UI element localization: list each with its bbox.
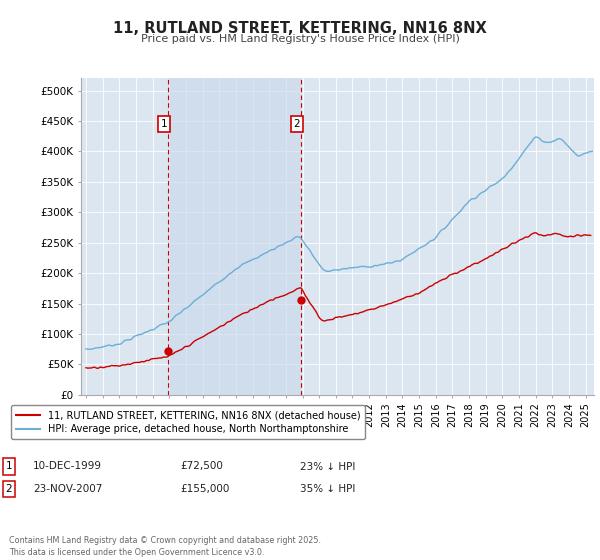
Text: £72,500: £72,500: [180, 461, 223, 472]
Text: 23% ↓ HPI: 23% ↓ HPI: [300, 461, 355, 472]
Text: 2: 2: [293, 119, 300, 129]
Legend: 11, RUTLAND STREET, KETTERING, NN16 8NX (detached house), HPI: Average price, de: 11, RUTLAND STREET, KETTERING, NN16 8NX …: [11, 405, 365, 439]
Bar: [168, 78, 301, 395]
Text: 2: 2: [5, 484, 13, 494]
Text: Contains HM Land Registry data © Crown copyright and database right 2025.
This d: Contains HM Land Registry data © Crown c…: [9, 536, 321, 557]
Text: £155,000: £155,000: [180, 484, 229, 494]
Text: 23-NOV-2007: 23-NOV-2007: [33, 484, 103, 494]
Text: 1: 1: [161, 119, 167, 129]
Text: 10-DEC-1999: 10-DEC-1999: [33, 461, 102, 472]
Text: 11, RUTLAND STREET, KETTERING, NN16 8NX: 11, RUTLAND STREET, KETTERING, NN16 8NX: [113, 21, 487, 36]
Text: Price paid vs. HM Land Registry's House Price Index (HPI): Price paid vs. HM Land Registry's House …: [140, 34, 460, 44]
Text: 1: 1: [5, 461, 13, 472]
Text: 35% ↓ HPI: 35% ↓ HPI: [300, 484, 355, 494]
